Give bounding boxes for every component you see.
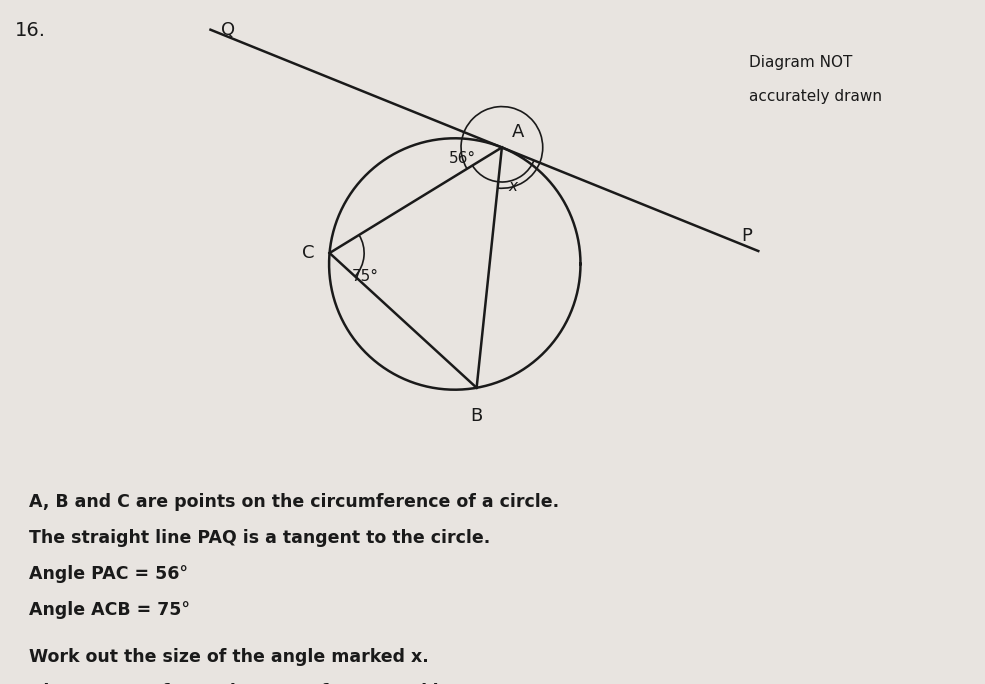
Text: 16.: 16. [15,21,45,40]
Text: A, B and C are points on the circumference of a circle.: A, B and C are points on the circumferen… [30,493,559,511]
Text: Work out the size of the angle marked x.: Work out the size of the angle marked x. [30,648,428,666]
Text: The straight line PAQ is a tangent to the circle.: The straight line PAQ is a tangent to th… [30,529,491,547]
Text: accurately drawn: accurately drawn [749,89,882,104]
Text: Diagram NOT: Diagram NOT [749,55,852,70]
Text: B: B [471,407,483,425]
Text: A: A [512,123,524,141]
Text: Angle PAC = 56°: Angle PAC = 56° [30,565,188,583]
Text: P: P [741,227,752,245]
Text: Q: Q [221,21,234,39]
Text: Angle ACB = 75°: Angle ACB = 75° [30,601,190,619]
Text: x: x [508,179,517,194]
Text: 75°: 75° [353,269,379,284]
Text: C: C [302,244,314,262]
Text: 56°: 56° [449,150,476,166]
